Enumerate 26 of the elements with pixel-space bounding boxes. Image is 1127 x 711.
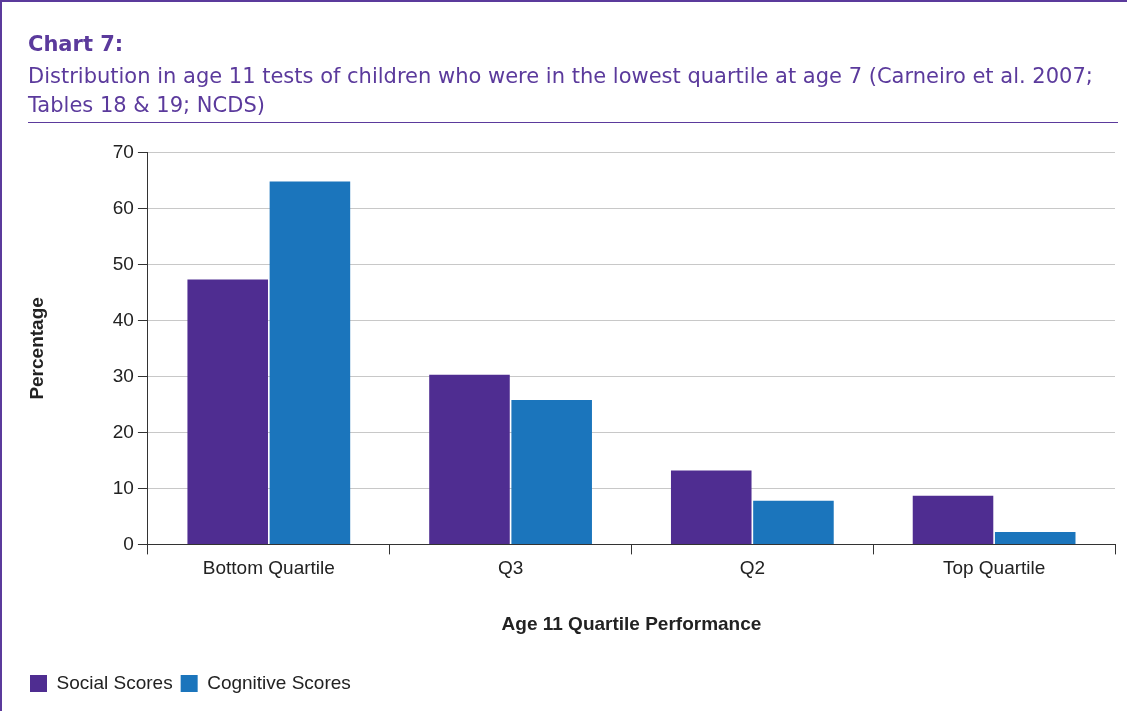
- bar: [912, 495, 994, 544]
- x-tick-label: Top Quartile: [942, 557, 1046, 579]
- y-tick-label: 30: [112, 364, 134, 386]
- y-tick-label: 10: [112, 476, 134, 498]
- chart-subtitle: Distribution in age 11 tests of children who were in the lowest quartile at age 7 (Carneiro et al. 2007; Tables 18 & 19; NCDS): [28, 62, 1118, 123]
- legend-label: Cognitive Scores: [207, 671, 351, 693]
- bar: [753, 500, 834, 544]
- bar: [269, 181, 351, 544]
- y-tick-label: 50: [112, 252, 134, 274]
- y-tick-label: 60: [112, 196, 134, 218]
- x-tick-label: Bottom Quartile: [202, 557, 335, 579]
- y-axis-title: Percentage: [25, 297, 47, 400]
- y-tick-label: 40: [112, 308, 134, 330]
- y-tick-label: 20: [112, 420, 134, 442]
- x-tick-label: Q2: [739, 557, 766, 579]
- legend-label: Social Scores: [56, 671, 173, 693]
- y-tick-label: 70: [112, 140, 134, 162]
- x-axis-title: Age 11 Quartile Performance: [501, 612, 762, 634]
- bar: [994, 532, 1076, 544]
- y-tick-label: 0: [123, 532, 134, 554]
- bar: [187, 279, 268, 544]
- x-tick-label: Q3: [497, 557, 524, 579]
- bar: [511, 399, 592, 544]
- bar: [670, 470, 752, 544]
- bar: [429, 374, 510, 544]
- chart-title: Chart 7:: [28, 32, 124, 56]
